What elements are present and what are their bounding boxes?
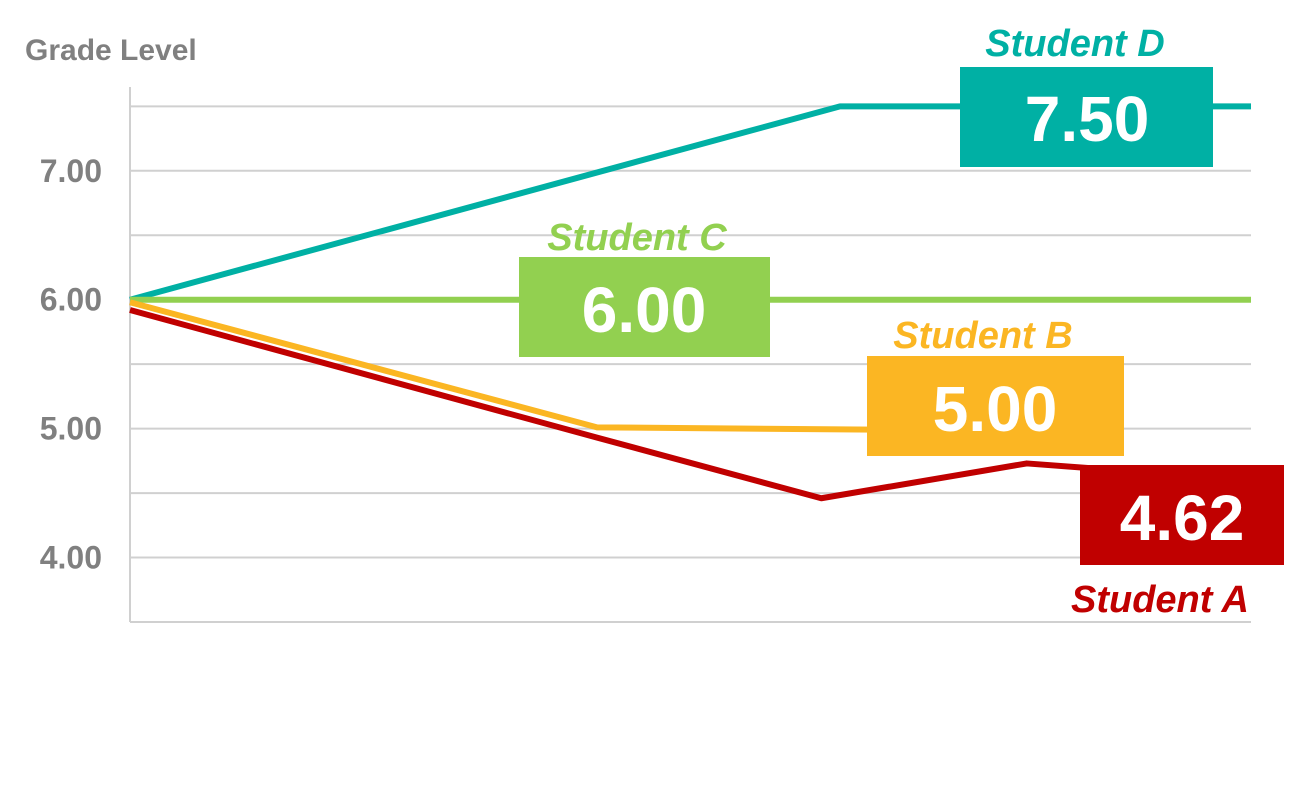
y-tick-label: 4.00 <box>40 540 102 576</box>
value-box-student-d <box>960 67 1213 167</box>
y-tick-label: 6.00 <box>40 282 102 318</box>
series-name-student-d: Student D <box>985 23 1164 65</box>
value-label-student-b: 5.00 <box>933 373 1058 445</box>
y-tick-labels: 7.00 6.00 5.00 4.00 <box>40 153 102 576</box>
value-box-student-b <box>867 356 1124 456</box>
series-name-student-b: Student B <box>893 315 1072 357</box>
series-name-student-a: Student A <box>1071 579 1249 621</box>
y-axis-title: Grade Level <box>25 34 197 67</box>
series-name-student-c: Student C <box>547 217 727 259</box>
value-label-student-c: 6.00 <box>582 274 707 346</box>
value-label-student-a: 4.62 <box>1120 482 1245 554</box>
value-box-student-a <box>1080 465 1284 565</box>
series-labels: Student D 7.50 Student C 6.00 Student B … <box>519 23 1284 621</box>
value-box-student-c <box>519 257 770 357</box>
y-tick-label: 7.00 <box>40 153 102 189</box>
y-tick-label: 5.00 <box>40 411 102 447</box>
value-label-student-d: 7.50 <box>1025 83 1150 155</box>
